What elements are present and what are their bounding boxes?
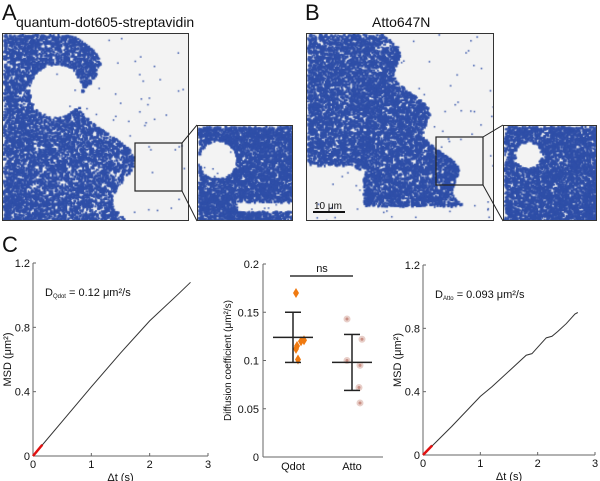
y-tick-label: 1.2 [405,260,420,272]
y-tick-label: 0.2 [244,259,259,271]
qdot-point [298,336,304,347]
x-tick-label: 3 [205,459,211,471]
panel-a-title: quantum-dot605-streptavidin [16,14,195,30]
y-tick-label: 0.15 [238,307,259,319]
diffusion-annotation: DAtto = 0.093 μm²/s [435,289,525,302]
panel-b-label: B [305,0,320,25]
atto-zoom-connector [482,124,504,138]
x-tick-label: 3 [592,458,598,470]
scale-bar-label: 10 μm [314,201,342,212]
qdot-point [293,287,299,298]
msd-curve [32,281,191,457]
panel-b-title: Atto647N [372,14,431,30]
y-tick-label: 0.8 [405,323,420,335]
y-tick-label: 0 [414,450,420,462]
y-tick-label: 0 [253,452,259,464]
x-axis-label: Δt (s) [496,471,522,481]
significance-label: ns [316,263,328,275]
atto-point-core [345,359,349,362]
x-tick-label: Qdot [281,461,305,473]
panel-a-label: A [2,0,17,25]
y-tick-label: 0 [24,451,30,463]
atto-point-core [345,317,349,321]
x-tick-label: 1 [88,459,94,471]
qdot-point [293,343,299,354]
y-axis-label: MSD (μm²) [2,333,14,387]
y-tick-label: 0.05 [238,404,259,416]
x-tick-label: 2 [535,458,541,470]
atto-point-core [358,401,362,405]
msd-curve [422,312,579,456]
x-tick-label: 2 [147,459,153,471]
y-tick-label: 0.8 [15,322,30,334]
atto-point-core [357,386,361,390]
x-tick-label: 0 [420,458,426,470]
qdot-zoom-connector [181,124,198,144]
x-tick-label: 1 [477,458,483,470]
x-tick-label: Atto [342,461,362,473]
qdot-track-image [2,33,189,221]
y-axis-label: MSD (μm²) [392,333,404,387]
qdot-zoom-box [134,142,183,192]
fit-segment [32,443,44,457]
atto-point-core [360,337,364,341]
fit-segment [422,444,434,456]
x-tick-label: 0 [30,459,36,471]
atto-track-image [306,33,494,221]
diffusion-annotation: DQdot = 0.12 μm²/s [45,287,131,300]
y-tick-label: 0.4 [15,387,30,399]
atto-inset-image [503,125,597,221]
qdot-inset-image [197,125,293,221]
y-tick-label: 0.1 [244,356,259,368]
x-axis-label: Δt (s) [107,472,133,481]
atto-zoom-box [435,136,484,186]
y-tick-label: 0.4 [405,387,420,399]
y-axis-label: Diffusion coefficient (μm²/s) [223,300,234,421]
atto-zoom-connector [482,184,504,222]
panel-c-label: C [2,232,18,257]
qdot-zoom-connector [181,190,198,222]
atto-point-core [358,363,362,367]
y-tick-label: 1.2 [15,258,30,270]
